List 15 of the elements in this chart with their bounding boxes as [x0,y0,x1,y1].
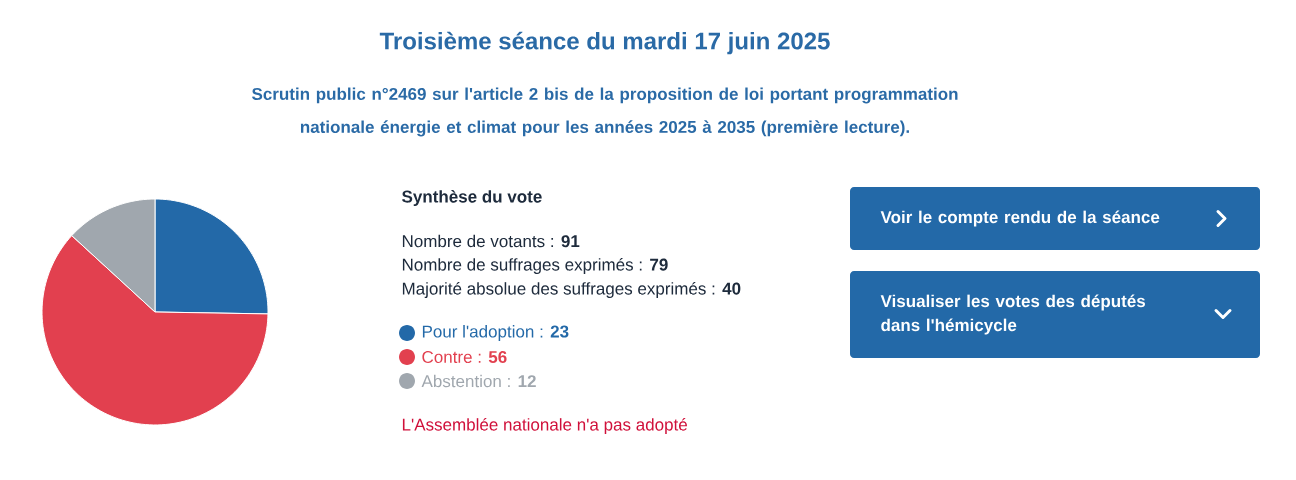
data-label: : 56 [478,350,507,364]
legend-label: Contre [422,350,472,364]
text: Voir le compte rendu de la séance [880,210,1160,227]
legend-label: Pour l'adoption [422,325,534,341]
text: Nombre de suffrages exprimés : 79 [402,257,668,275]
text: Scrutin public n°2469 sur l'article 2 bis de la proposition de loi portant programmation nationale énergie et climat pour les années 2025 à 2035 (première lecture). [251,87,958,137]
legend-label: Abstention [421,374,501,388]
legend-title: Synthèse du vote [402,189,542,206]
data-label: : 12 [508,375,536,388]
text: Nombre de votants : 91 [402,234,580,248]
text: L'Assemblée nationale n'a pas adopté [402,417,687,435]
chart-title: Troisième séance du mardi 17 juin 2025 [379,31,830,55]
text: Visualiser les votes des députés dans l'hémicycle [880,294,1145,335]
text: Majorité absolue des suffrages exprimés : 40 [402,281,741,299]
data-label: : 23 [540,325,569,338]
